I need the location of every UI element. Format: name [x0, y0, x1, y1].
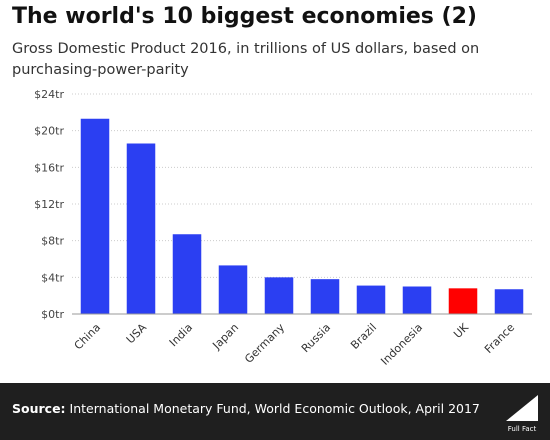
- x-tick-label: Germany: [242, 321, 287, 366]
- bar-china: [80, 118, 110, 314]
- x-tick-label: Russia: [299, 321, 333, 355]
- full-fact-logo-icon: Full Fact: [506, 395, 538, 433]
- bar-russia: [310, 279, 340, 314]
- x-tick-label: France: [482, 321, 517, 356]
- source-label: Source:: [12, 401, 66, 416]
- y-tick-label: $0tr: [41, 308, 64, 321]
- bar-chart: $0tr $4tr $8tr $12tr $16tr $20tr $24tr China US…: [34, 88, 532, 368]
- x-tick-label: UK: [451, 320, 472, 341]
- x-tick-label: Indonesia: [378, 321, 425, 368]
- y-tick-label: $8tr: [41, 235, 64, 248]
- bar-france: [494, 289, 524, 314]
- x-tick-label: Japan: [210, 321, 242, 353]
- bar-usa: [126, 143, 156, 314]
- x-tick-label: USA: [124, 321, 150, 347]
- x-tick-label: China: [72, 321, 103, 352]
- x-tick-label: Brazil: [348, 321, 379, 352]
- source-note: Source: International Monetary Fund, Wor…: [12, 401, 480, 416]
- bar-uk: [448, 288, 478, 314]
- chart-subtitle: Gross Domestic Product 2016, in trillion…: [12, 41, 480, 78]
- y-tick-label: $20tr: [34, 125, 64, 138]
- footer-bar: Source: International Monetary Fund, Wor…: [0, 383, 550, 440]
- y-tick-label: $4tr: [41, 271, 64, 284]
- bar-germany: [264, 277, 294, 314]
- x-axis-ticks: China USA India Japan Germany Russia Brazil Ind…: [72, 320, 518, 367]
- bar-india: [172, 234, 202, 314]
- bars: [80, 118, 524, 314]
- bar-indonesia: [402, 286, 432, 314]
- chart-title: The world's 10 biggest economies (2): [12, 4, 477, 29]
- source-text: International Monetary Fund, World Econo…: [69, 401, 480, 416]
- bar-brazil: [356, 285, 386, 314]
- y-tick-label: $16tr: [34, 161, 64, 174]
- x-tick-label: India: [167, 321, 195, 349]
- y-tick-label: $24tr: [34, 88, 64, 101]
- logo-text: Full Fact: [508, 425, 537, 433]
- y-axis-ticks: $0tr $4tr $8tr $12tr $16tr $20tr $24tr: [34, 88, 64, 321]
- y-tick-label: $12tr: [34, 198, 64, 211]
- bar-japan: [218, 265, 248, 314]
